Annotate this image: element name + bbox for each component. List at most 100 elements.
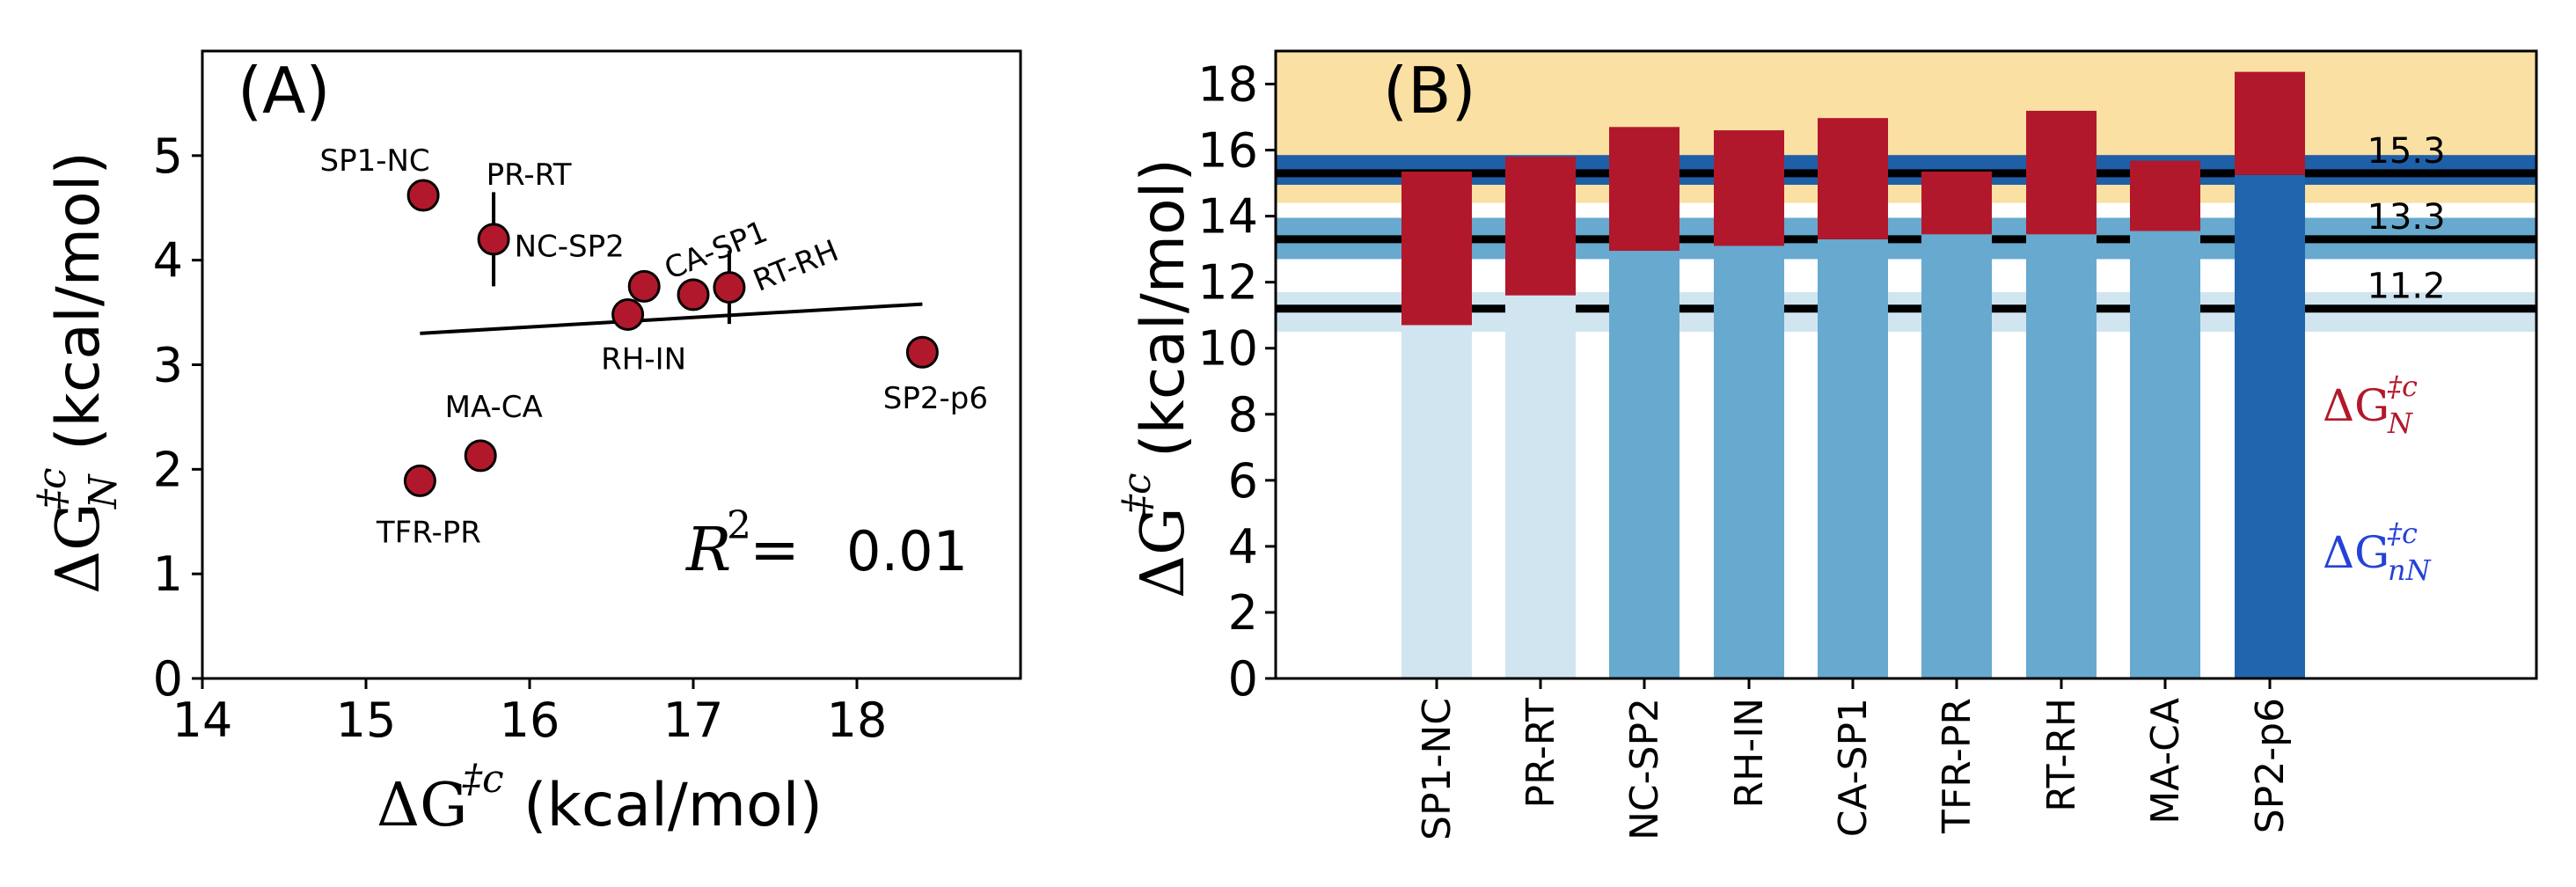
category-label: TFR-PR (1935, 698, 1980, 834)
bar-native (1921, 171, 1992, 235)
bar-native (1401, 171, 1472, 326)
x-tick-label: 17 (663, 693, 724, 748)
scatter-point (713, 271, 746, 304)
scatter-point (477, 223, 510, 256)
y-tick-label: 10 (1197, 321, 1258, 377)
y-tick-label: 4 (153, 233, 183, 289)
svg-text:N: N (2387, 407, 2413, 440)
bar-native (1818, 118, 1888, 239)
x-tick-label: 16 (500, 693, 560, 748)
y-tick-label: 1 (153, 546, 183, 602)
bar-non-native (2026, 234, 2097, 678)
svg-text:ΔG: ΔG (2323, 380, 2389, 431)
panel-b-label: (B) (1383, 54, 1476, 128)
panel-b-bar-chart: 15.3 13.3 11.2 SP1-NC PR-RT NC-SP2 RH-IN CA-SP… (1115, 49, 2538, 840)
threshold-label: 11.2 (2367, 267, 2445, 307)
svg-text:ΔG: ΔG (1129, 508, 1198, 598)
point-label: NC-SP2 (515, 229, 625, 264)
y-tick-label: 3 (153, 338, 183, 393)
category-label: NC-SP2 (1622, 698, 1667, 840)
scatter-point (905, 335, 939, 369)
bar-non-native (1505, 295, 1576, 678)
y-tick-label: 2 (153, 442, 183, 497)
x-tick-label: 14 (172, 693, 233, 748)
threshold-label: 15.3 (2367, 131, 2445, 172)
panel-a-y-axis-title: ΔG ‡c N (kcal/mol) (30, 151, 126, 594)
panel-a-frame (201, 49, 1022, 680)
bar-native (2130, 160, 2200, 231)
point-label: SP1-NC (320, 143, 430, 179)
bar-non-native (1714, 246, 1784, 678)
bar-non-native (1609, 251, 1680, 678)
range-band (1276, 181, 2536, 203)
y-tick-label: 5 (153, 128, 183, 184)
svg-text:R: R (684, 516, 731, 585)
panel-a-x-axis-title: ΔG ‡c (kcal/mol) (377, 757, 823, 840)
y-tick-label: 6 (1228, 453, 1258, 509)
svg-text:(kcal/mol): (kcal/mol) (523, 771, 823, 840)
bar-native (1505, 157, 1576, 296)
scatter-point (403, 464, 436, 497)
bar-native (1609, 127, 1680, 252)
svg-text:ΔG: ΔG (2323, 527, 2389, 578)
svg-text:‡c: ‡c (2387, 517, 2418, 550)
y-tick-label: 4 (1228, 519, 1258, 575)
y-tick-label: 0 (153, 651, 183, 707)
category-label: RT-RH (2039, 698, 2084, 812)
threshold-label: 13.3 (2367, 197, 2445, 238)
x-tick-label: 18 (827, 693, 888, 748)
y-tick-label: 12 (1197, 255, 1258, 311)
y-tick-label: 8 (1228, 387, 1258, 443)
point-label: TFR-PR (376, 515, 481, 550)
category-label: MA-CA (2143, 698, 2188, 825)
bar-non-native (1401, 325, 1472, 678)
fit-line (420, 302, 923, 335)
category-label: SP1-NC (1415, 698, 1460, 840)
x-tick-label: 15 (336, 693, 397, 748)
svg-text:0.01: 0.01 (846, 519, 968, 583)
r-squared-annotation: R 2 = 0.01 (684, 503, 968, 585)
svg-text:‡c: ‡c (2387, 370, 2418, 403)
svg-text:‡c: ‡c (462, 757, 504, 802)
category-label: CA-SP1 (1831, 698, 1876, 837)
bar-non-native (2130, 231, 2200, 678)
svg-text:‡c: ‡c (30, 467, 75, 509)
svg-text:N: N (81, 473, 126, 509)
legend-entry: ΔG‡c N (2323, 370, 2418, 440)
y-tick-label: 18 (1197, 57, 1258, 113)
point-label: SP2-p6 (883, 381, 988, 416)
scatter-point (464, 439, 497, 473)
svg-text:nN: nN (2388, 553, 2432, 587)
panel-b-y-axis-title: ΔG ‡c (kcal/mol) (1115, 158, 1198, 598)
scatter-point (627, 269, 661, 303)
bar-native (2026, 110, 2097, 235)
category-label: RH-IN (1727, 698, 1772, 808)
scatter-point (611, 297, 645, 331)
bar-non-native (1921, 234, 1992, 678)
y-tick-label: 2 (1228, 585, 1258, 641)
point-label: PR-RT (487, 158, 572, 193)
bar-native (2235, 71, 2305, 175)
y-tick-label: 14 (1197, 189, 1258, 245)
bar-non-native (2235, 174, 2305, 678)
point-label: RH-IN (601, 341, 686, 377)
svg-text:=: = (750, 516, 800, 585)
bar-native (1714, 130, 1784, 246)
svg-text:‡c: ‡c (1115, 473, 1160, 515)
category-label: PR-RT (1519, 698, 1563, 809)
scatter-point (406, 179, 440, 212)
y-tick-label: 16 (1197, 123, 1258, 179)
point-label: MA-CA (445, 390, 543, 425)
svg-text:(kcal/mol): (kcal/mol) (1129, 158, 1198, 458)
svg-text:ΔG: ΔG (377, 771, 467, 840)
category-label: SP2-p6 (2248, 698, 2293, 833)
bar-non-native (1818, 238, 1888, 678)
legend-entry: ΔG‡cnN (2323, 517, 2432, 587)
svg-text:ΔG: ΔG (44, 503, 113, 594)
scatter-point (677, 278, 710, 312)
range-band (1276, 51, 2536, 160)
svg-text:(kcal/mol): (kcal/mol) (44, 151, 113, 451)
y-tick-label: 0 (1228, 651, 1258, 707)
